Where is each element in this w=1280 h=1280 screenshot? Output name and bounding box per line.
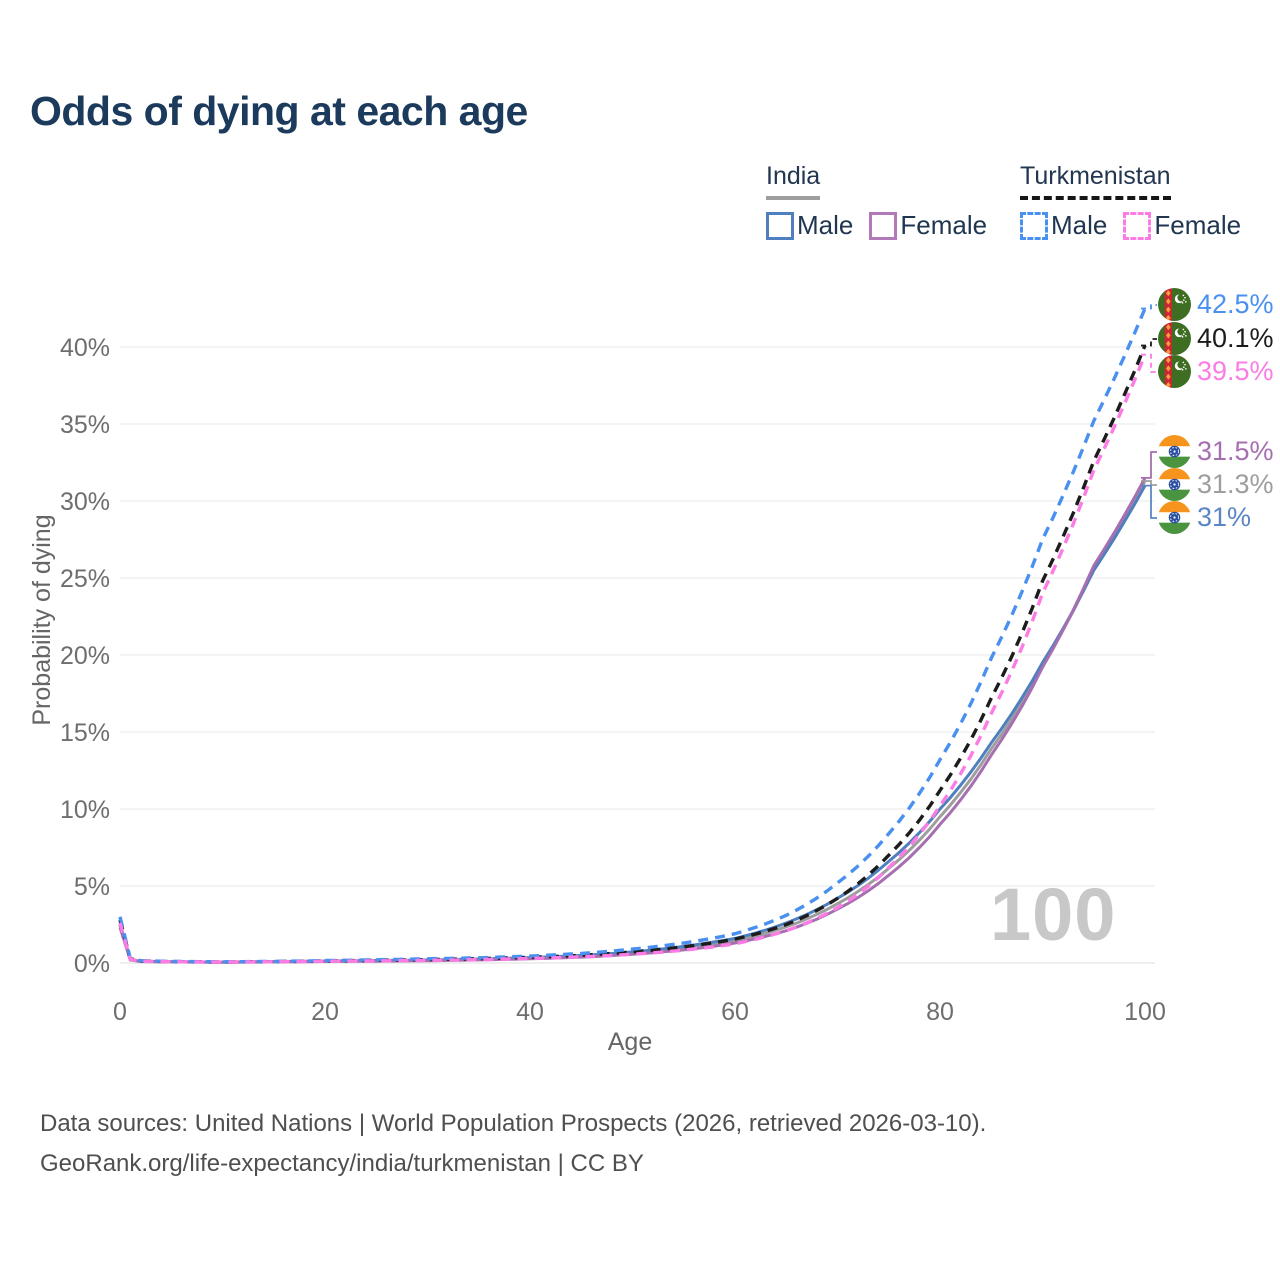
connector-india-male <box>1141 484 1157 519</box>
end-label-value: 40.1% <box>1197 323 1274 353</box>
connector-india-female <box>1141 451 1157 479</box>
line-india-female <box>118 477 1147 964</box>
legend-item-india-male[interactable]: Male <box>766 210 853 241</box>
turkmenistan-flag-icon <box>1158 355 1191 388</box>
end-label-value: 31% <box>1197 502 1252 532</box>
page-title: Odds of dying at each age <box>30 88 528 134</box>
india-flag-icon <box>1158 468 1191 501</box>
end-label-connectors <box>1141 304 1157 519</box>
legend-group-india: India Male Female <box>766 162 987 241</box>
end-label-tkm-total: 40.1% <box>1158 322 1274 355</box>
connector-tkm-female <box>1141 353 1157 373</box>
connector-india-total <box>1141 480 1157 486</box>
line-tkm-total <box>118 344 1147 964</box>
x-tick-label: 100 <box>1124 998 1166 1026</box>
legend-group-turkmenistan: Turkmenistan Male Female <box>1020 162 1241 241</box>
y-tick-label: 20% <box>60 642 110 670</box>
india-flag-icon <box>1158 501 1191 534</box>
turkmenistan-flag-icon <box>1158 288 1191 321</box>
y-tick-label: 35% <box>60 411 110 439</box>
footer: Data sources: United Nations | World Pop… <box>40 1104 986 1184</box>
end-label-india-female: 31.5% <box>1158 435 1274 468</box>
india-female-swatch <box>869 211 898 240</box>
end-label-tkm-female: 39.5% <box>1158 355 1274 388</box>
y-tick-label: 40% <box>60 334 110 362</box>
series-lines <box>118 307 1147 964</box>
y-tick-label: 15% <box>60 719 110 747</box>
end-label-value: 42.5% <box>1197 289 1274 319</box>
y-axis-title: Probability of dying <box>28 514 56 726</box>
legend-header-turkmenistan[interactable]: Turkmenistan <box>1020 162 1171 200</box>
legend-header-india[interactable]: India <box>766 162 821 200</box>
y-tick-label: 25% <box>60 565 110 593</box>
legend-item-turkmenistan-female[interactable]: Female <box>1123 210 1241 241</box>
end-label-india-male: 31% <box>1158 501 1251 534</box>
x-tick-label: 60 <box>721 998 749 1026</box>
y-tick-label: 10% <box>60 796 110 824</box>
end-label-value: 31.3% <box>1197 469 1274 499</box>
legend-label-turkmenistan-male: Male <box>1051 210 1108 240</box>
age-watermark: 100 <box>990 873 1117 956</box>
connector-tkm-male <box>1141 304 1157 310</box>
end-label-value: 31.5% <box>1197 436 1274 466</box>
india-flag-icon <box>1158 435 1191 468</box>
legend-label-india-male: Male <box>797 210 854 240</box>
y-tick-labels: 0% 5% 10% 15% 20% 25% 30% 35% 40% <box>60 334 110 978</box>
x-tick-label: 40 <box>516 998 544 1026</box>
footer-sources: Data sources: United Nations | World Pop… <box>40 1110 987 1137</box>
y-tick-label: 0% <box>74 950 110 978</box>
x-axis-title: Age <box>607 1028 653 1056</box>
legend-item-india-female[interactable]: Female <box>869 210 987 241</box>
turkmenistan-flag-icon <box>1158 322 1191 355</box>
end-label-value: 39.5% <box>1197 356 1274 386</box>
connector-tkm-total <box>1141 338 1157 347</box>
legend-item-turkmenistan-male[interactable]: Male <box>1020 210 1107 241</box>
end-label-tkm-male: 42.5% <box>1158 288 1274 321</box>
line-tkm-male <box>118 307 1147 964</box>
x-tick-label: 20 <box>311 998 339 1026</box>
end-label-india-total: 31.3% <box>1158 468 1274 501</box>
footer-link[interactable]: GeoRank.org/life-expectancy/india/turkme… <box>40 1150 644 1177</box>
india-male-swatch <box>766 211 794 240</box>
x-tick-label: 80 <box>926 998 954 1026</box>
y-tick-label: 5% <box>74 873 110 901</box>
legend-label-india-female: Female <box>900 210 988 240</box>
legend-label-turkmenistan-female: Female <box>1154 210 1242 240</box>
gridlines <box>120 346 1155 964</box>
y-tick-label: 30% <box>60 488 110 516</box>
turkmenistan-male-swatch <box>1020 211 1048 240</box>
x-tick-labels: 0 20 40 60 80 100 <box>113 998 1166 1026</box>
x-tick-label: 0 <box>113 998 127 1026</box>
turkmenistan-female-swatch <box>1123 211 1152 240</box>
